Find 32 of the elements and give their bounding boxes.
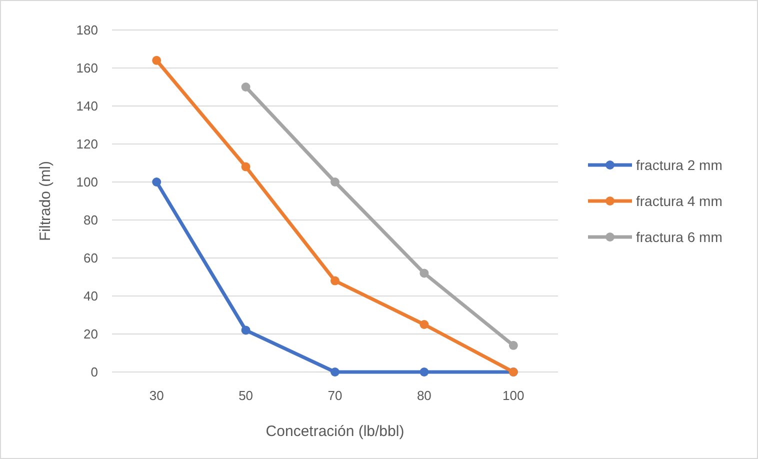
- point: [420, 320, 429, 329]
- y-tick-label: 0: [90, 364, 98, 380]
- point: [508, 340, 518, 350]
- x-tick-label: 80: [416, 388, 432, 403]
- point: [420, 268, 429, 278]
- x-axis-title: Concetración (lb/bbl): [266, 423, 404, 440]
- point: [152, 56, 162, 65]
- y-tick-label: 20: [84, 326, 98, 342]
- y-tick-label: 40: [84, 288, 98, 304]
- x-tick-label: 70: [328, 388, 342, 403]
- y-tick-label: 140: [76, 98, 98, 114]
- legend-label: fractura 2 mm: [636, 156, 722, 173]
- point: [330, 368, 340, 376]
- point: [241, 326, 250, 335]
- point: [241, 82, 250, 92]
- legend-label: fractura 4 mm: [636, 192, 722, 209]
- point: [330, 178, 340, 186]
- y-axis-title: Filtrado (ml): [37, 160, 54, 242]
- legend-label: fractura 6 mm: [636, 228, 722, 245]
- point: [330, 276, 340, 286]
- x-tick-label: 100: [502, 388, 524, 403]
- point: [241, 162, 250, 172]
- point: [420, 368, 429, 376]
- y-tick-label: 80: [84, 212, 98, 228]
- y-tick-label: 60: [84, 250, 98, 266]
- x-tick-label: 50: [238, 388, 254, 403]
- point: [152, 178, 162, 186]
- x-tick-label: 30: [149, 388, 164, 403]
- y-tick-label: 120: [76, 136, 98, 152]
- y-tick-label: 160: [76, 60, 98, 76]
- y-tick-label: 100: [76, 174, 98, 190]
- y-tick-label: 180: [76, 22, 98, 38]
